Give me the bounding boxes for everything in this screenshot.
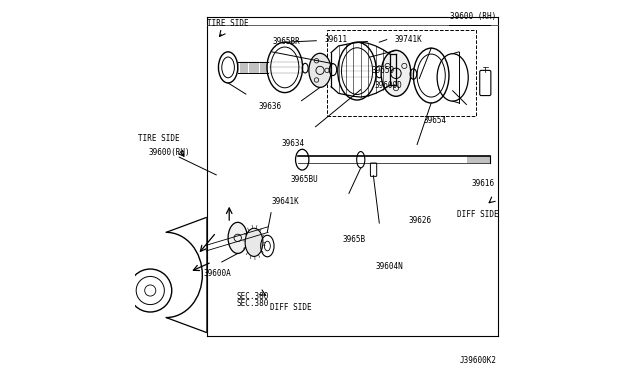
Text: 39616: 39616: [472, 179, 495, 187]
Text: 39626: 39626: [409, 216, 432, 225]
Text: 39600A: 39600A: [204, 269, 231, 278]
Text: SEC.380: SEC.380: [237, 299, 269, 308]
Bar: [328, 31, 476, 116]
Ellipse shape: [228, 222, 248, 253]
Text: J39600K2: J39600K2: [460, 356, 497, 365]
Text: SEC.380: SEC.380: [237, 292, 269, 301]
Text: 39659: 39659: [372, 66, 395, 75]
Text: 3965BR: 3965BR: [273, 37, 300, 46]
Text: TIRE SIDE: TIRE SIDE: [138, 134, 179, 143]
Text: 39741K: 39741K: [395, 35, 422, 44]
FancyBboxPatch shape: [371, 163, 377, 176]
Ellipse shape: [381, 50, 411, 96]
Text: 39600 (RH): 39600 (RH): [450, 12, 496, 21]
Text: 39611: 39611: [324, 35, 348, 44]
Text: 3965B: 3965B: [342, 235, 365, 244]
Text: 39634: 39634: [281, 138, 304, 148]
Text: 39604N: 39604N: [376, 262, 403, 271]
Text: TIRE SIDE: TIRE SIDE: [207, 19, 248, 29]
Text: 39600(RH): 39600(RH): [148, 148, 191, 157]
Text: 3965BU: 3965BU: [291, 175, 318, 184]
Ellipse shape: [309, 53, 331, 87]
Text: DIFF SIDE: DIFF SIDE: [270, 303, 312, 312]
FancyBboxPatch shape: [480, 70, 491, 96]
Text: 39600D: 39600D: [375, 81, 403, 90]
Text: 39654: 39654: [423, 116, 446, 125]
Text: 39636: 39636: [258, 102, 281, 110]
Text: 39641K: 39641K: [272, 198, 300, 206]
Text: DIFF SIDE: DIFF SIDE: [457, 210, 499, 219]
Ellipse shape: [245, 228, 263, 256]
